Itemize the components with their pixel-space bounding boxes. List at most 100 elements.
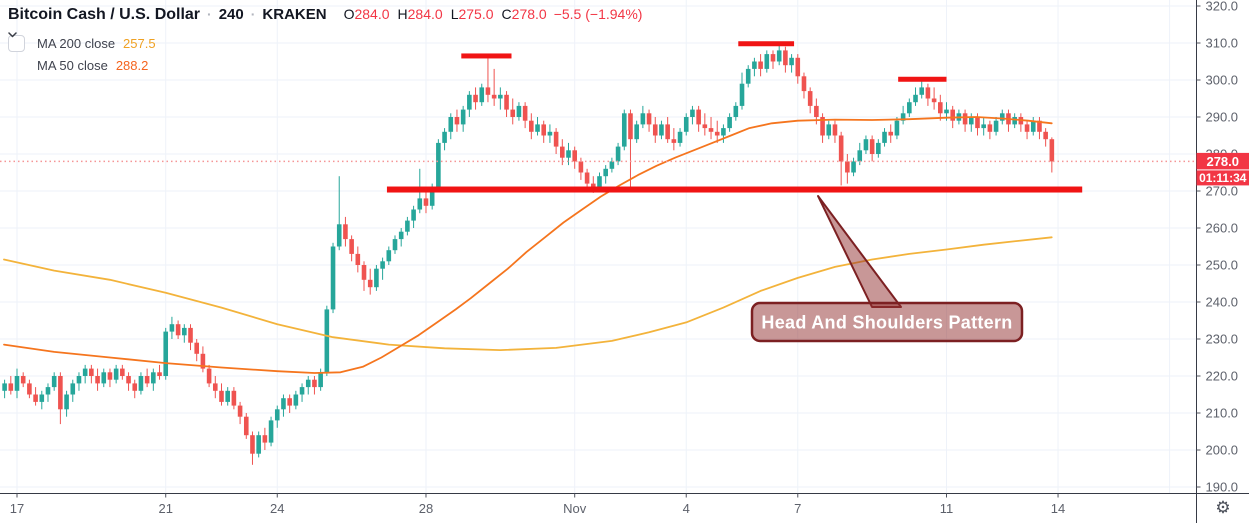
candle-body [281,398,286,410]
candle-body [58,376,63,410]
candle-body [361,265,367,280]
candle-body [51,376,57,388]
legend-collapse-button[interactable] [8,32,25,52]
candle-body [907,102,912,114]
pattern-label-text: Head And Shoulders Pattern [761,313,1012,333]
left-shoulder-line[interactable] [461,53,512,59]
symbol-title[interactable]: Bitcoin Cash / U.S. Dollar [8,6,201,23]
candle-body [900,113,906,121]
candle-body [962,113,968,125]
indicator-row-ma200[interactable]: MA 200 close 257.5 [8,32,156,54]
price-tick-label: 190.0 [1206,480,1239,495]
candle-body [318,372,323,388]
candle-body [708,128,714,132]
candle-body [882,131,887,143]
candle-body [671,139,677,143]
candle-body [188,327,193,343]
current-price-value: 278.0 [1206,154,1239,169]
head-and-shoulders-drawings[interactable]: Head And Shoulders Pattern [386,41,1083,343]
candle-body [758,61,763,69]
candle-body [733,105,739,117]
candle-body [436,142,441,188]
candle-body [838,135,844,162]
axis-settings-gear-icon[interactable]: ⚙ [1215,498,1231,517]
candle-body [250,435,255,454]
price-tick-label: 230.0 [1206,332,1239,347]
candle-body [336,224,342,247]
right-shoulder-line[interactable] [898,76,947,82]
candle-body [696,109,701,125]
interval-label[interactable]: 240 [218,6,244,23]
candle-body [770,54,776,62]
price-tick-label: 270.0 [1206,184,1239,199]
time-tick-label: 11 [940,501,954,516]
neckline[interactable] [386,186,1083,193]
candle-body [157,372,162,376]
candle-body [274,409,280,421]
candle-body [330,246,336,310]
candle-body [919,87,925,95]
candle-body [814,105,819,117]
candle-body [807,91,813,106]
exchange-label: KRAKEN [262,6,327,23]
candle-body [745,68,751,84]
time-axis[interactable]: 17 21 24 28 Nov 4 7 11 14 [0,493,1249,517]
candle-body [851,161,856,173]
candle-body [20,376,26,384]
candle-body [64,394,69,410]
candle-body [299,387,305,395]
candle-body [863,139,869,151]
price-tick-label: 320.0 [1206,0,1239,14]
indicator-label[interactable]: MA 50 close [37,57,108,73]
candle-body [206,368,212,384]
candle-body [721,128,726,136]
candle-body [913,94,918,103]
candle-body [380,261,385,269]
candle-body [1024,124,1030,132]
candle-body [553,131,559,147]
candle-body [113,368,119,380]
candle-body [739,83,745,106]
candle-body [801,76,807,92]
candle-body [169,324,175,332]
candle-body [126,376,131,384]
price-tick-label: 310.0 [1206,36,1239,51]
pattern-label-box[interactable] [750,301,1024,343]
candle-body [2,383,7,391]
candle-body [677,131,683,143]
candle-body [504,94,509,110]
candle-body [1012,117,1017,125]
indicator-row-ma50[interactable]: MA 50 close 288.2 [8,54,156,76]
candle-body [45,387,51,395]
candle-body [987,124,993,132]
candle-body [683,117,689,132]
price-tick-label: 200.0 [1206,443,1239,458]
candle-body [349,239,354,254]
price-tick-label: 250.0 [1206,258,1239,273]
candle-body [392,239,398,251]
candle-body [999,113,1005,121]
candle-body [423,198,429,206]
time-tick-label: Nov [563,501,587,516]
candle-body [665,124,670,140]
candlestick-series [2,43,1055,465]
head-line[interactable] [738,41,795,47]
candle-body [293,394,299,406]
candle-body [869,139,875,154]
candle-body [448,117,454,132]
candle-body [243,416,249,436]
price-axis[interactable]: 320.0310.0300.0290.0280.0270.0260.0250.0… [1196,0,1239,523]
indicator-label[interactable]: MA 200 close [37,35,116,51]
candle-body [535,124,540,132]
callout-arrow[interactable] [817,195,902,308]
candle-body [894,120,900,136]
time-tick-label: 17 [10,501,24,516]
candle-body [522,105,528,121]
indicator-legend: MA 200 close 257.5 MA 50 close 288.2 [8,32,156,76]
candle-body [268,420,274,443]
candle-body [120,368,125,376]
ma-200-line [3,236,1053,352]
candle-body [355,253,361,265]
candle-body [578,161,584,173]
